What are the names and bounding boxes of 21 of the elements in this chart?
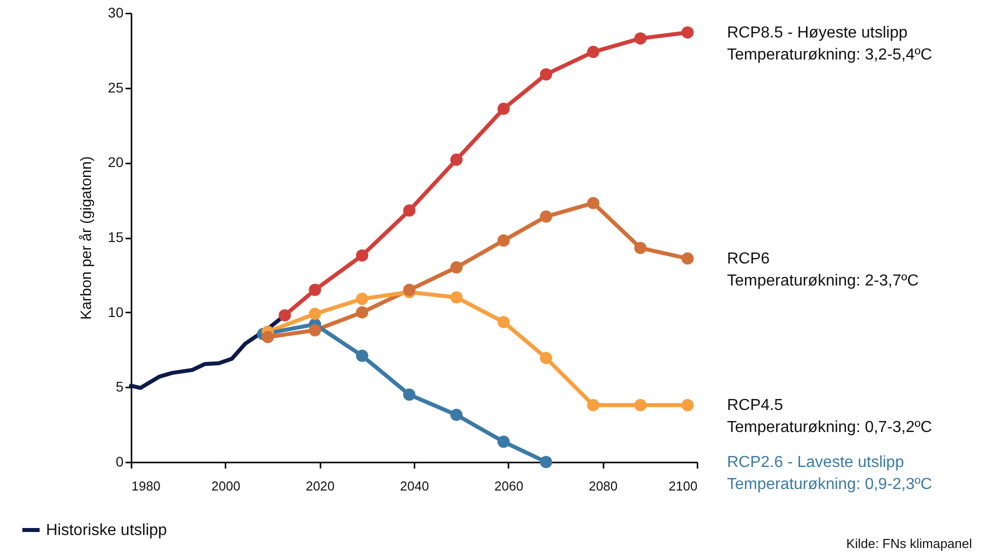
y-tick-label: 10 xyxy=(108,304,124,320)
y-tick-label: 25 xyxy=(108,79,124,96)
x-tick-label: 2040 xyxy=(400,478,429,494)
x-tick-label: 2060 xyxy=(494,478,524,494)
text: RCP6 Temperaturøkning: 2-3,7ºC xyxy=(727,250,919,290)
legend-label: Historiske utslipp xyxy=(46,522,168,539)
x-tick-label: 1980 xyxy=(132,478,160,494)
text: RCP2.6 - Laveste utslipp Temperaturøkning: 0,9-2,3ºC xyxy=(727,454,932,493)
y-tick-label: 5 xyxy=(116,378,124,395)
y-tick-label: 30 xyxy=(108,4,124,20)
x-tick-label: 2000 xyxy=(211,478,240,494)
y-tick-label: 15 xyxy=(108,229,124,245)
y-axis-title: Karbon per år (gigatonn) xyxy=(78,156,95,320)
text: RCP4.5 Temperaturøkning: 0,7-3,2ºC xyxy=(727,397,932,436)
x-tick-label: 2020 xyxy=(306,478,335,494)
y-tick-label: 20 xyxy=(108,154,124,170)
x-tick-label: 2080 xyxy=(588,478,618,494)
text: RCP8.5 - Høyeste utslipp Temperaturøkning: 3,2-5,4ºC xyxy=(727,24,932,64)
x-tick-label: 2100 xyxy=(668,478,698,494)
text: Kilde: FNs klimapanel xyxy=(846,536,972,551)
y-tick-label: 0 xyxy=(116,454,124,470)
